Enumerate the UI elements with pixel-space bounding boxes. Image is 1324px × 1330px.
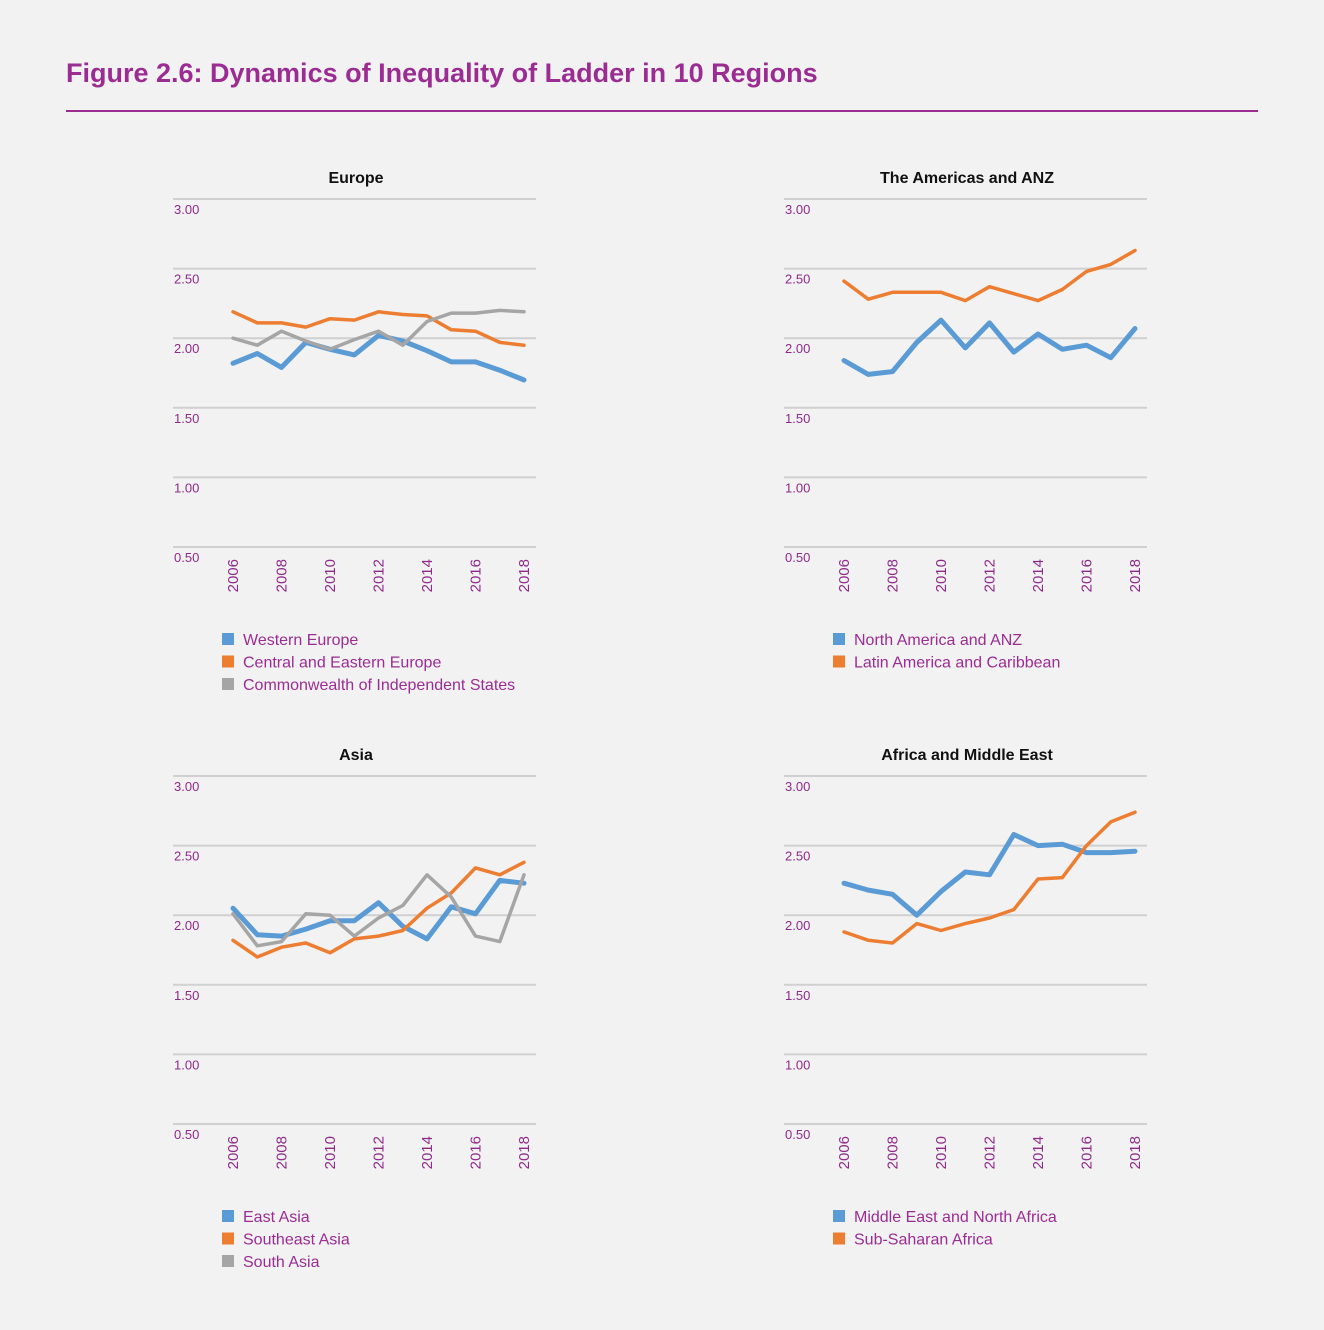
- x-tick-label: 2018: [1127, 1136, 1144, 1169]
- x-tick-label: 2012: [371, 559, 388, 592]
- x-tick-label: 2010: [322, 1136, 339, 1169]
- x-tick-label: 2014: [419, 1136, 436, 1169]
- legend-swatch: [833, 1210, 845, 1222]
- series-line: [842, 248, 1137, 303]
- y-tick-label: 3.00: [174, 779, 199, 794]
- chart-title: The Americas and ANZ: [880, 170, 1054, 187]
- y-tick-label: 0.50: [174, 1127, 199, 1142]
- legend-label: Sub-Saharan Africa: [854, 1232, 993, 1249]
- chart-panel: Asia 0.50 1.00 1.50 2.00 2.50 3.00 2006 2008 2010…: [173, 747, 536, 1271]
- x-tick-label: 2016: [1079, 1136, 1096, 1169]
- x-tick-label: 2008: [274, 559, 291, 592]
- x-tick-label: 2010: [933, 559, 950, 592]
- x-tick-label: 2016: [468, 559, 485, 592]
- legend-label: Latin America and Caribbean: [854, 655, 1060, 672]
- series-line: [841, 317, 1138, 377]
- chart-title: Europe: [328, 170, 383, 187]
- y-tick-label: 2.50: [785, 849, 810, 864]
- chart-title: Asia: [339, 747, 373, 764]
- series-line: [230, 877, 527, 942]
- legend-swatch: [222, 1232, 234, 1245]
- y-tick-label: 1.00: [174, 1057, 199, 1072]
- legend-swatch: [222, 633, 234, 645]
- y-tick-label: 2.50: [174, 849, 199, 864]
- y-tick-label: 3.00: [785, 202, 810, 217]
- chart-title: Africa and Middle East: [881, 747, 1053, 764]
- y-tick-label: 1.50: [174, 411, 199, 426]
- legend-swatch: [222, 1255, 234, 1267]
- y-tick-label: 2.50: [785, 272, 810, 287]
- figure-title: Figure 2.6: Dynamics of Inequality of La…: [66, 58, 818, 88]
- legend-swatch: [833, 655, 845, 668]
- legend-swatch: [222, 1210, 234, 1222]
- x-tick-label: 2006: [225, 559, 242, 592]
- x-tick-label: 2010: [322, 559, 339, 592]
- y-tick-label: 1.00: [785, 480, 810, 495]
- y-tick-label: 3.00: [785, 779, 810, 794]
- x-tick-label: 2012: [982, 1136, 999, 1169]
- y-tick-label: 1.50: [785, 988, 810, 1003]
- series-line: [231, 310, 526, 347]
- legend-label: Central and Eastern Europe: [243, 655, 441, 672]
- y-tick-label: 1.50: [174, 988, 199, 1003]
- x-tick-label: 2008: [274, 1136, 291, 1169]
- chart-panel: Africa and Middle East 0.50 1.00 1.50 2.00 2.…: [784, 747, 1147, 1249]
- legend-label: Middle East and North Africa: [854, 1209, 1057, 1226]
- x-tick-label: 2018: [516, 559, 533, 592]
- chart-panel: Europe 0.50 1.00 1.50 2.00 2.50 3.00 2006 2008 20…: [173, 170, 536, 694]
- legend-label: Southeast Asia: [243, 1232, 350, 1249]
- x-tick-label: 2008: [885, 1136, 902, 1169]
- x-tick-label: 2018: [1127, 559, 1144, 592]
- legend-label: Commonwealth of Independent States: [243, 677, 515, 694]
- y-tick-label: 1.00: [174, 480, 199, 495]
- x-tick-label: 2006: [225, 1136, 242, 1169]
- y-tick-label: 1.50: [785, 411, 810, 426]
- x-tick-label: 2006: [836, 559, 853, 592]
- series-line: [230, 332, 527, 383]
- y-tick-label: 2.00: [785, 341, 810, 356]
- y-tick-label: 2.50: [174, 272, 199, 287]
- x-tick-label: 2012: [371, 1136, 388, 1169]
- x-tick-label: 2014: [1030, 559, 1047, 592]
- x-tick-label: 2014: [419, 559, 436, 592]
- x-tick-label: 2016: [468, 1136, 485, 1169]
- x-tick-label: 2014: [1030, 1136, 1047, 1169]
- chart-panel: The Americas and ANZ 0.50 1.00 1.50 2.00 2.50…: [784, 170, 1147, 672]
- legend-swatch: [833, 633, 845, 645]
- x-tick-label: 2006: [836, 1136, 853, 1169]
- y-tick-label: 0.50: [785, 1127, 810, 1142]
- y-tick-label: 0.50: [785, 550, 810, 565]
- legend-swatch: [833, 1232, 845, 1245]
- series-line: [842, 810, 1137, 945]
- y-tick-label: 2.00: [174, 918, 199, 933]
- x-tick-label: 2018: [516, 1136, 533, 1169]
- legend-swatch: [222, 655, 234, 668]
- legend-label: East Asia: [243, 1209, 310, 1226]
- x-tick-label: 2010: [933, 1136, 950, 1169]
- y-tick-label: 1.00: [785, 1057, 810, 1072]
- x-tick-label: 2016: [1079, 559, 1096, 592]
- x-tick-label: 2008: [885, 559, 902, 592]
- legend-swatch: [222, 678, 234, 690]
- title-divider: [66, 110, 1258, 112]
- series-line: [231, 308, 526, 352]
- legend-label: South Asia: [243, 1254, 320, 1271]
- legend-label: North America and ANZ: [854, 632, 1022, 649]
- y-tick-label: 0.50: [174, 550, 199, 565]
- legend-label: Western Europe: [243, 632, 358, 649]
- y-tick-label: 2.00: [174, 341, 199, 356]
- x-tick-label: 2012: [982, 559, 999, 592]
- y-tick-label: 2.00: [785, 918, 810, 933]
- y-tick-label: 3.00: [174, 202, 199, 217]
